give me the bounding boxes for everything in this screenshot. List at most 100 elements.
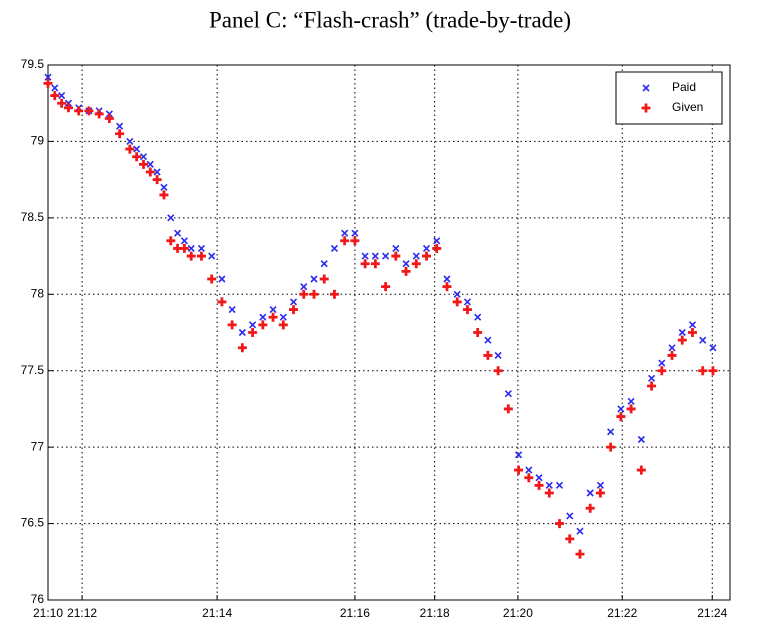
data-point bbox=[370, 259, 380, 269]
data-point bbox=[391, 251, 401, 261]
data-point bbox=[411, 259, 421, 269]
data-point bbox=[44, 73, 52, 81]
data-point bbox=[329, 289, 339, 299]
chart-title: Panel C: “Flash-crash” (trade-by-trade) bbox=[209, 7, 571, 32]
y-tick-label: 79.5 bbox=[21, 57, 45, 71]
data-point bbox=[104, 114, 114, 123]
data-point bbox=[524, 473, 534, 483]
data-point bbox=[64, 99, 73, 107]
data-point bbox=[626, 404, 636, 414]
x-tick-label: 21:16 bbox=[340, 606, 370, 620]
data-point bbox=[514, 465, 524, 475]
data-point bbox=[555, 481, 564, 489]
data-point bbox=[289, 305, 299, 315]
data-point bbox=[474, 313, 482, 321]
data-point bbox=[617, 405, 625, 413]
data-point bbox=[699, 336, 707, 344]
data-point bbox=[197, 244, 206, 252]
data-point bbox=[443, 275, 451, 283]
data-point bbox=[309, 289, 319, 299]
data-point bbox=[126, 137, 134, 145]
data-point bbox=[677, 335, 687, 345]
data-point bbox=[310, 275, 318, 283]
data-point bbox=[422, 244, 431, 252]
data-point bbox=[196, 251, 206, 261]
data-point bbox=[525, 466, 533, 474]
data-point bbox=[709, 344, 717, 352]
data-point bbox=[606, 442, 616, 452]
data-point bbox=[58, 92, 66, 100]
data-point bbox=[698, 366, 708, 376]
data-point bbox=[515, 451, 523, 459]
data-point bbox=[351, 229, 359, 237]
data-point bbox=[586, 489, 594, 497]
y-tick-label: 76 bbox=[31, 592, 45, 606]
x-tick-label: 21:12 bbox=[67, 606, 97, 620]
data-point bbox=[658, 359, 666, 367]
data-point bbox=[668, 344, 676, 352]
data-point bbox=[217, 297, 227, 307]
data-point bbox=[462, 305, 472, 315]
data-point bbox=[278, 320, 288, 330]
data-point bbox=[585, 503, 595, 513]
x-tick-label: 21:10 bbox=[33, 606, 63, 620]
data-point bbox=[218, 275, 226, 283]
data-point bbox=[576, 527, 584, 535]
data-point bbox=[566, 512, 574, 520]
data-point bbox=[545, 481, 553, 489]
data-point bbox=[442, 282, 452, 292]
data-point bbox=[688, 321, 697, 329]
y-tick-label: 78 bbox=[31, 286, 45, 300]
data-point bbox=[678, 328, 686, 337]
legend-label: Given bbox=[672, 100, 703, 114]
data-point bbox=[51, 84, 59, 92]
data-point bbox=[74, 106, 84, 116]
data-point bbox=[535, 474, 543, 482]
data-point bbox=[607, 428, 615, 436]
data-point bbox=[596, 481, 604, 489]
data-point bbox=[57, 98, 67, 108]
data-point bbox=[637, 435, 645, 444]
data-point bbox=[575, 549, 585, 559]
y-tick-label: 77.5 bbox=[21, 363, 45, 377]
data-point bbox=[139, 153, 148, 161]
data-point bbox=[483, 350, 493, 360]
data-point bbox=[208, 252, 216, 260]
data-point bbox=[186, 251, 196, 261]
data-point bbox=[392, 244, 400, 252]
data-point bbox=[43, 78, 53, 88]
data-point bbox=[125, 144, 135, 154]
data-point bbox=[249, 321, 257, 329]
data-point bbox=[544, 488, 554, 498]
data-point bbox=[180, 237, 188, 245]
data-point bbox=[268, 312, 278, 322]
data-point bbox=[258, 320, 268, 330]
data-point bbox=[360, 259, 370, 269]
data-point bbox=[708, 366, 718, 376]
data-point bbox=[382, 252, 390, 260]
data-point bbox=[167, 214, 175, 222]
data-point bbox=[269, 306, 277, 314]
data-point bbox=[138, 159, 148, 169]
data-point bbox=[371, 252, 379, 260]
data-point bbox=[330, 244, 339, 252]
data-point bbox=[259, 313, 267, 321]
data-point bbox=[484, 336, 492, 344]
data-point bbox=[153, 168, 161, 176]
y-tick-label: 76.5 bbox=[21, 516, 45, 530]
x-tick-label: 21:24 bbox=[697, 606, 727, 620]
data-point bbox=[504, 390, 512, 398]
plot-frame bbox=[47, 64, 731, 601]
data-point bbox=[627, 397, 635, 405]
data-point bbox=[341, 229, 349, 237]
data-point bbox=[94, 109, 104, 119]
data-point bbox=[493, 366, 503, 376]
legend-box bbox=[615, 71, 723, 125]
legend-label: Paid bbox=[672, 80, 696, 94]
data-point bbox=[432, 243, 442, 253]
data-point bbox=[299, 289, 309, 299]
data-point bbox=[105, 110, 113, 118]
data-point bbox=[116, 122, 124, 130]
data-point bbox=[565, 534, 575, 544]
